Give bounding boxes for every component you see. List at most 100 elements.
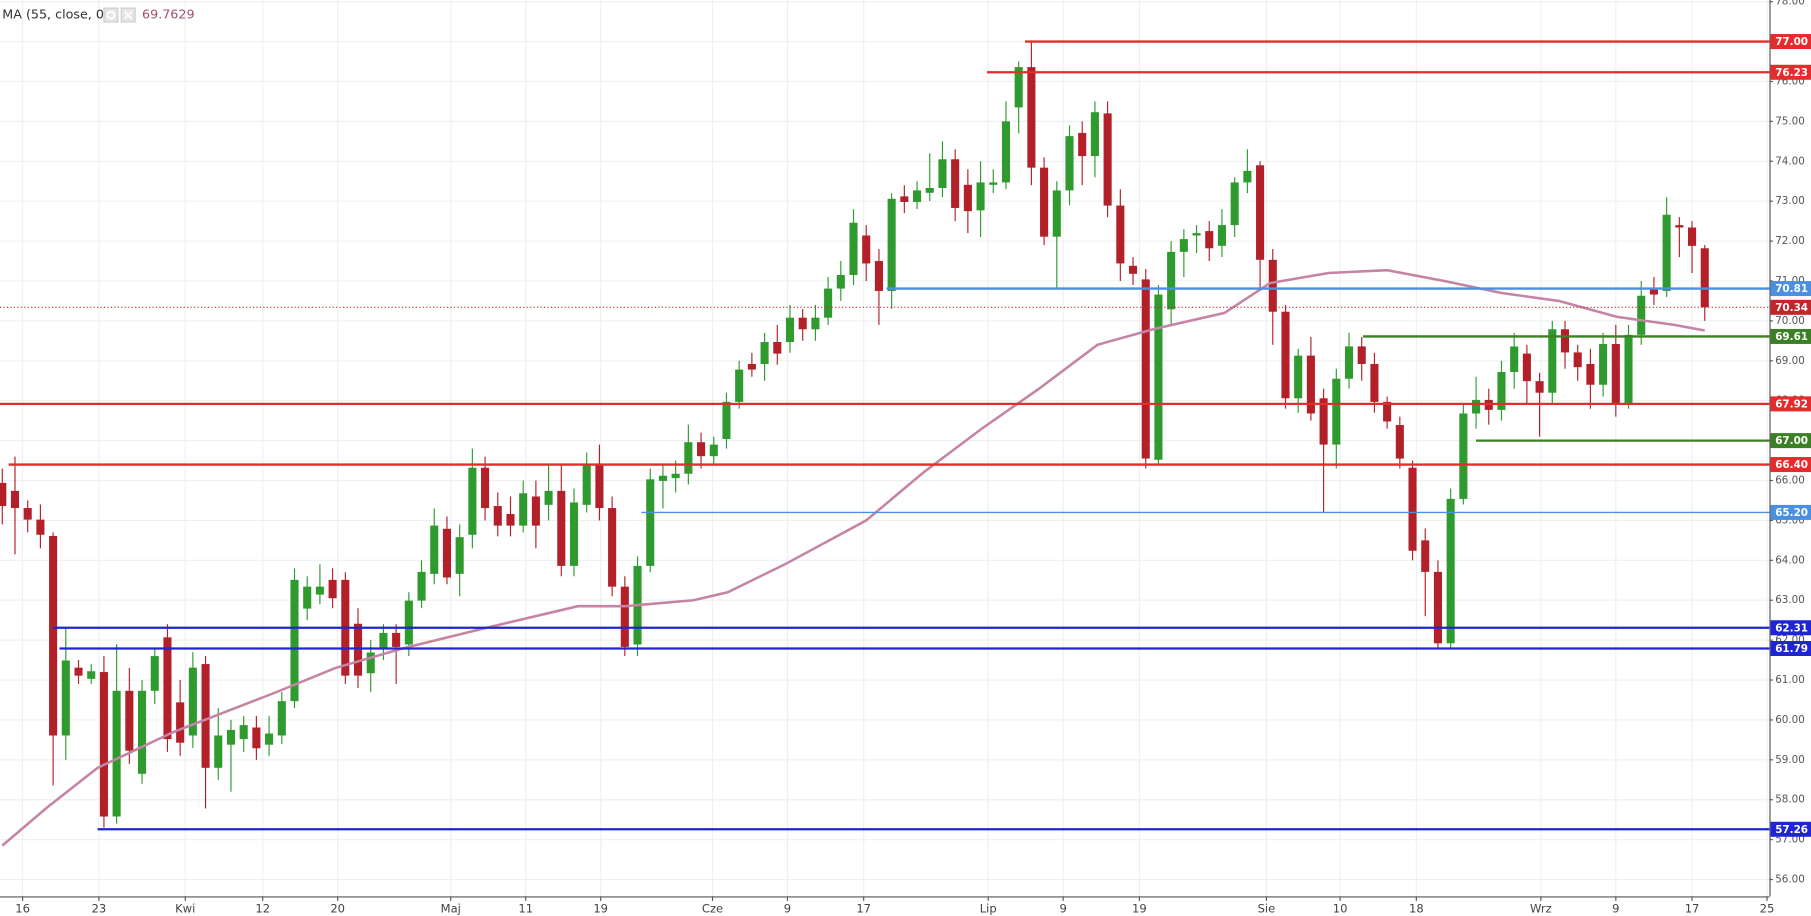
x-tick-label: 9 xyxy=(784,902,791,916)
plot-area xyxy=(0,40,1770,847)
candle-body xyxy=(849,222,858,275)
candle-body xyxy=(150,656,159,691)
settings-icon[interactable] xyxy=(103,7,119,23)
x-tick-label: 11 xyxy=(518,902,533,916)
candle-body xyxy=(1065,136,1074,191)
level-label: 67.92 xyxy=(1775,398,1808,410)
candle-body xyxy=(1217,225,1227,246)
candle-body xyxy=(1256,165,1265,260)
candle-body xyxy=(1459,413,1468,499)
candle-body xyxy=(595,465,604,509)
y-tick-label: 56.00 xyxy=(1775,874,1805,886)
close-cross xyxy=(124,10,133,20)
y-tick-label: 60.00 xyxy=(1775,714,1805,726)
candle-body xyxy=(1599,344,1608,385)
candle-body xyxy=(709,444,718,457)
level-label: 76.23 xyxy=(1775,67,1808,79)
legend-value: 69.7629 xyxy=(142,7,194,22)
candle-body xyxy=(125,690,134,751)
candle-body xyxy=(404,600,413,645)
x-tick-label: 9 xyxy=(1612,902,1619,916)
candle-body xyxy=(303,586,312,609)
candle-body xyxy=(925,188,934,193)
candle-body xyxy=(265,733,274,745)
candle-body xyxy=(887,198,896,291)
candle-body xyxy=(430,525,439,574)
x-tick-label: 17 xyxy=(856,902,871,916)
candle-body xyxy=(697,442,706,457)
candle-body xyxy=(61,660,70,736)
candle-body xyxy=(620,586,629,647)
candle-body xyxy=(1319,398,1328,445)
level-label-bg xyxy=(1770,281,1811,297)
candle-body xyxy=(1370,363,1379,402)
level-label: 62.31 xyxy=(1775,622,1808,634)
candle-body xyxy=(1154,294,1163,460)
candle-body xyxy=(722,401,731,440)
candle-body xyxy=(1649,288,1658,295)
moving-average xyxy=(1,268,1705,847)
x-tick-label: 20 xyxy=(330,902,345,916)
candle-body xyxy=(188,667,197,736)
x-tick-label: 16 xyxy=(15,902,30,916)
y-tick-label: 73.00 xyxy=(1775,195,1805,207)
candle-body xyxy=(1383,401,1392,422)
level-label-bg xyxy=(1770,396,1811,412)
candle-body xyxy=(1421,540,1430,572)
candle-body xyxy=(353,623,363,676)
y-tick-label: 59.00 xyxy=(1775,754,1805,766)
y-tick-label: 64.00 xyxy=(1775,554,1805,566)
candle-body xyxy=(1268,259,1277,312)
candle-body xyxy=(862,235,871,264)
candle-body xyxy=(1103,113,1112,206)
candle-body xyxy=(1357,346,1366,364)
candle-body xyxy=(1078,132,1087,157)
candle-body xyxy=(328,579,337,599)
candle-body xyxy=(1281,311,1290,399)
candle-body xyxy=(87,671,96,679)
candle-body xyxy=(214,735,223,768)
level-label: 61.79 xyxy=(1775,643,1808,655)
candle-body xyxy=(557,490,566,566)
candle-body xyxy=(608,508,617,587)
level-label-bg xyxy=(1770,34,1811,50)
candle-body xyxy=(1560,329,1570,353)
candle-body xyxy=(1433,571,1442,644)
candle-body xyxy=(366,652,375,674)
candle-body xyxy=(1624,334,1633,405)
candle-body xyxy=(163,637,172,740)
candle-body xyxy=(1344,346,1354,379)
candle-body xyxy=(900,196,909,202)
candle-body xyxy=(1395,425,1404,459)
candle-body xyxy=(531,496,540,526)
candle-body xyxy=(747,363,756,370)
candle-body xyxy=(1167,251,1176,310)
level-label-bg xyxy=(1770,504,1811,520)
candle-body xyxy=(1027,67,1036,168)
candle-body xyxy=(74,667,83,676)
level-label-bg xyxy=(1770,457,1811,473)
candle-body xyxy=(874,261,883,291)
candle-body xyxy=(239,725,248,740)
candle-body xyxy=(379,632,388,649)
candle-body xyxy=(137,690,147,774)
candle-body xyxy=(290,579,299,702)
candle-body xyxy=(99,672,108,817)
candle-body xyxy=(201,664,210,768)
candle-body xyxy=(1332,378,1341,445)
candle-body xyxy=(417,571,426,601)
x-tick-label: 18 xyxy=(1409,902,1424,916)
x-tick-label: Lip xyxy=(980,902,997,916)
level-label: 67.00 xyxy=(1775,435,1808,447)
candle-body xyxy=(1472,399,1481,414)
candle-body xyxy=(176,702,185,743)
candle-body xyxy=(519,493,528,526)
candle-body xyxy=(226,729,236,745)
candle-body xyxy=(1243,170,1252,183)
y-tick-label: 74.00 xyxy=(1775,155,1805,167)
candle-body xyxy=(582,465,591,505)
x-tick-label: Kwi xyxy=(175,902,195,916)
candle-body xyxy=(773,342,782,354)
candle-body xyxy=(836,274,845,289)
candle-body xyxy=(1586,363,1595,385)
